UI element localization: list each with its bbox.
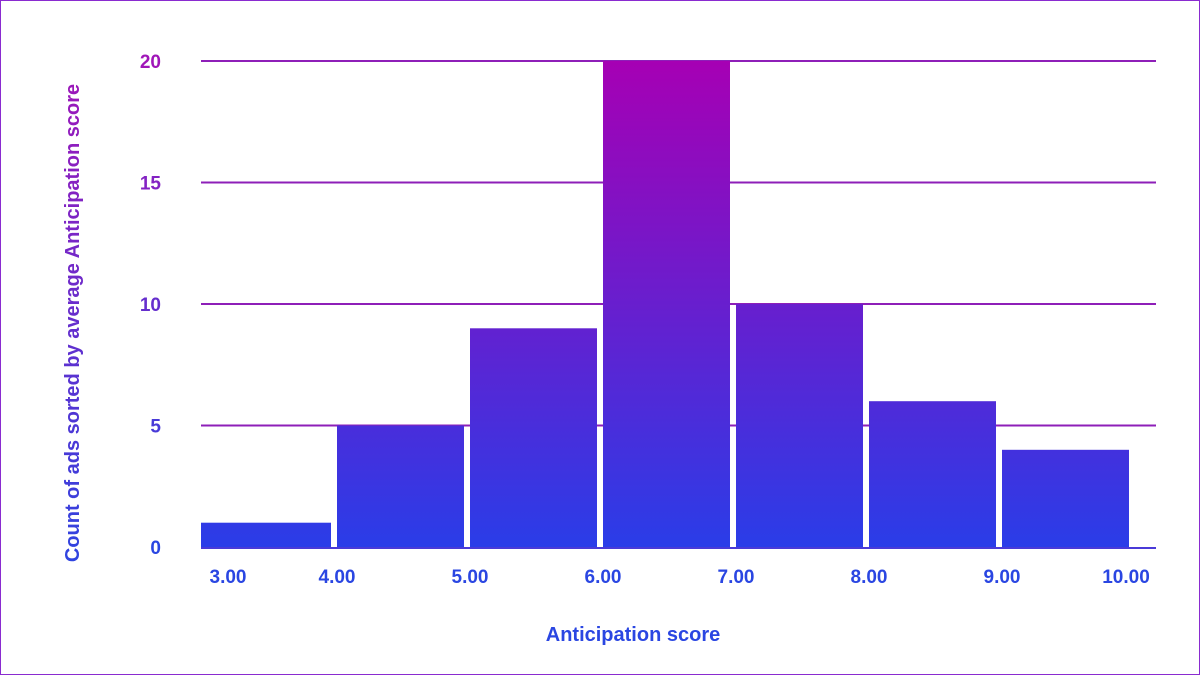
histogram-bar-5: [869, 401, 996, 547]
histogram-bar-0: [201, 522, 331, 547]
x-tick-label-8.00: 8.00: [851, 567, 888, 588]
histogram-bar-4: [736, 304, 863, 547]
x-tick-label-10.00: 10.00: [1102, 567, 1150, 588]
y-axis-title: Count of ads sorted by average Anticipat…: [62, 84, 84, 562]
x-tick-label-6.00: 6.00: [585, 567, 622, 588]
y-tick-label-0: 0: [150, 538, 161, 559]
histogram-bar-6: [1002, 449, 1129, 547]
histogram-bar-2: [470, 328, 597, 547]
y-tick-label-10: 10: [140, 295, 161, 316]
y-tick-label-15: 15: [140, 174, 162, 195]
y-tick-label-5: 5: [150, 417, 161, 438]
x-tick-label-9.00: 9.00: [984, 567, 1021, 588]
x-tick-label-5.00: 5.00: [452, 567, 489, 588]
x-tick-label-7.00: 7.00: [718, 567, 755, 588]
x-tick-label-3.00: 3.00: [210, 567, 247, 588]
histogram-bar-1: [337, 425, 464, 547]
histogram-bar-3: [603, 61, 730, 547]
x-tick-label-4.00: 4.00: [319, 567, 356, 588]
x-axis-title: Anticipation score: [546, 624, 720, 646]
y-tick-label-20: 20: [140, 52, 161, 73]
